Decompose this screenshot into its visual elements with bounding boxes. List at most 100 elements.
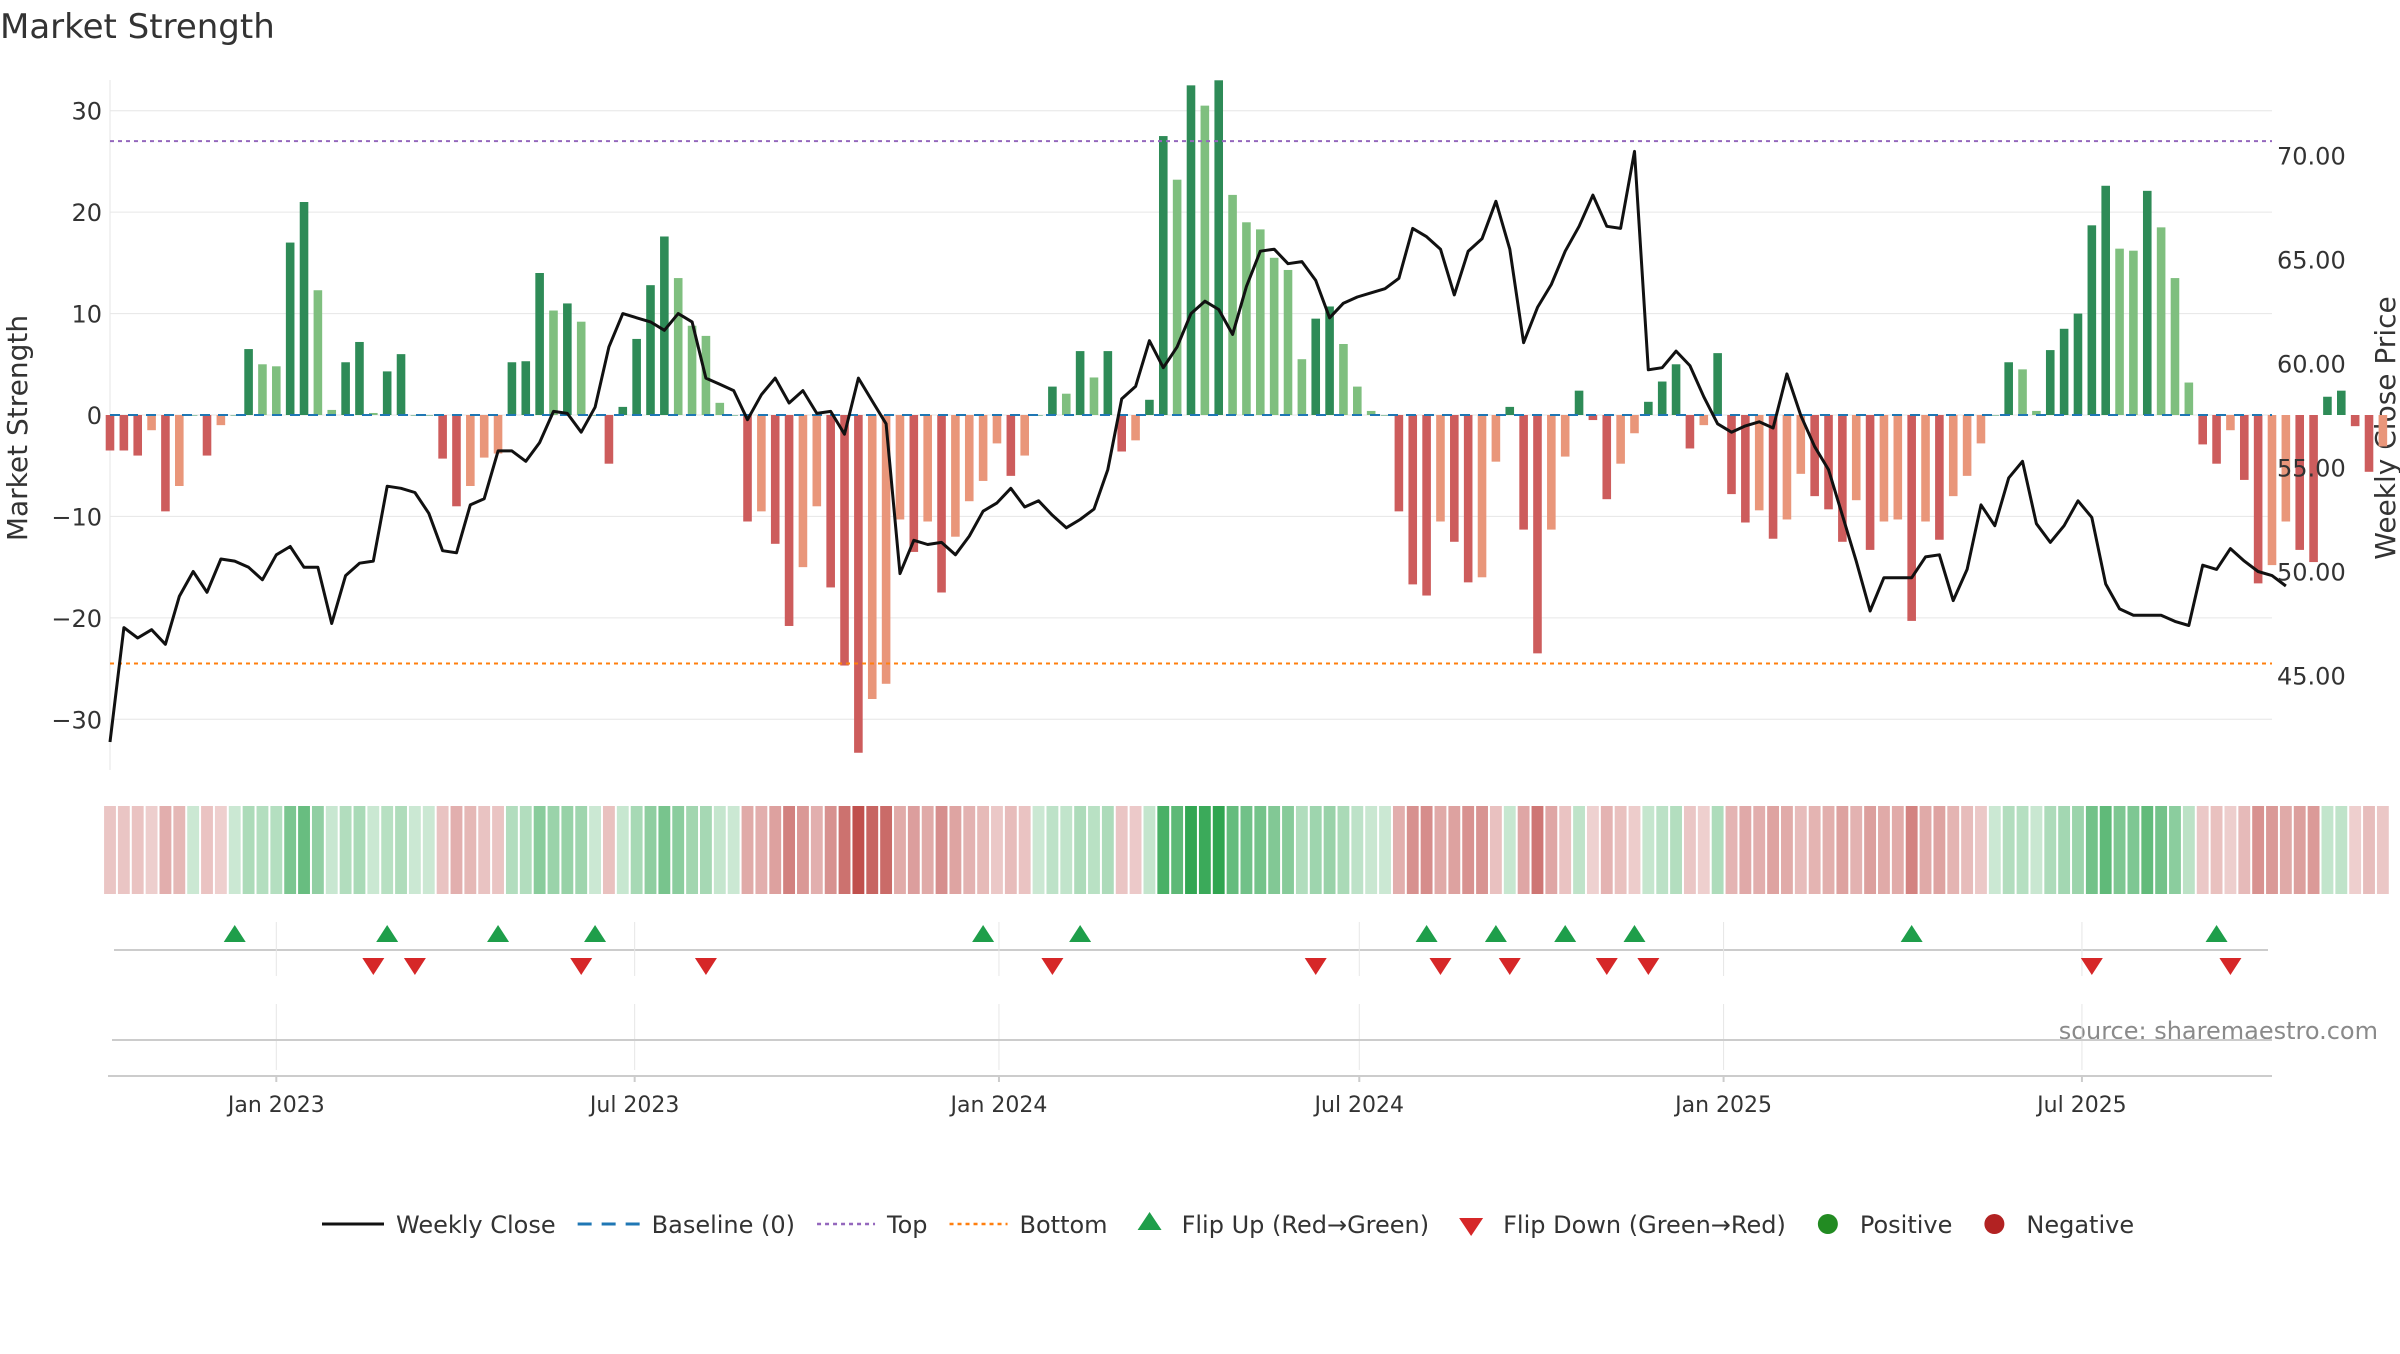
strip-cell bbox=[1683, 806, 1696, 894]
strength-bar bbox=[1935, 415, 1944, 540]
strip-cell bbox=[921, 806, 934, 894]
x-tick-label: Jul 2023 bbox=[588, 1093, 680, 1118]
strength-bar bbox=[1477, 415, 1487, 578]
strip-cell bbox=[741, 806, 754, 894]
strip-cell bbox=[1864, 806, 1877, 894]
strip-cell bbox=[1850, 806, 1863, 894]
strength-bar bbox=[2378, 415, 2388, 447]
strength-bar bbox=[1089, 377, 1099, 415]
y-left-tick-label: 30 bbox=[71, 98, 102, 126]
strip-cell bbox=[2224, 806, 2237, 894]
strength-bar bbox=[549, 310, 558, 415]
strength-bar bbox=[2184, 382, 2194, 415]
strip-cell bbox=[367, 806, 380, 894]
strength-bar bbox=[1006, 415, 1016, 476]
legend-label: Top bbox=[886, 1211, 928, 1239]
strip-cell bbox=[1961, 806, 1974, 894]
flip-up-marker bbox=[972, 925, 995, 942]
strength-bar bbox=[133, 415, 143, 456]
strip-cell bbox=[769, 806, 782, 894]
strip-cell bbox=[547, 806, 560, 894]
strip-cell bbox=[727, 806, 740, 894]
flip-up-marker bbox=[2205, 925, 2228, 942]
strip-cell bbox=[2141, 806, 2154, 894]
strength-bar bbox=[1727, 415, 1736, 495]
legend-item: Flip Up (Red→Green) bbox=[1137, 1211, 1430, 1239]
strip-cell bbox=[644, 806, 657, 894]
strip-cell bbox=[1794, 806, 1807, 894]
strength-bar bbox=[2101, 185, 2110, 415]
y-left-tick-label: 0 bbox=[87, 402, 102, 430]
strip-cell bbox=[991, 806, 1003, 894]
strip-cell bbox=[478, 806, 491, 894]
strip-cell bbox=[2335, 806, 2348, 894]
flip-down-marker bbox=[1041, 958, 1064, 975]
strength-bar bbox=[410, 415, 420, 416]
strength-bar bbox=[2059, 328, 2069, 415]
strength-bar bbox=[105, 415, 115, 451]
strength-bar bbox=[1353, 386, 1362, 415]
strength-bar bbox=[1366, 410, 1376, 415]
strip-cell bbox=[755, 806, 768, 894]
strength-bar bbox=[175, 415, 184, 486]
strip-cell bbox=[1628, 806, 1641, 894]
strength-bar bbox=[438, 415, 447, 459]
strip-cell bbox=[284, 806, 297, 894]
strip-cell bbox=[1295, 806, 1308, 894]
strip-cell bbox=[686, 806, 699, 894]
strip-cell bbox=[256, 806, 269, 894]
strip-cell bbox=[1254, 806, 1267, 894]
y-left-tick-label: 10 bbox=[71, 301, 102, 329]
strip-cell bbox=[1046, 806, 1059, 894]
strength-bar bbox=[1311, 318, 1321, 415]
strength-bar bbox=[1145, 399, 1154, 415]
strip-cell bbox=[797, 806, 809, 894]
strip-cell bbox=[1101, 806, 1114, 894]
strip-cell bbox=[1018, 806, 1031, 894]
y-left-tick-label: −20 bbox=[51, 605, 102, 633]
strength-bar bbox=[1325, 306, 1334, 415]
legend-item: Weekly Close bbox=[322, 1211, 556, 1239]
strip-cell bbox=[561, 806, 574, 894]
strength-heat-strip bbox=[104, 806, 2389, 894]
flip-down-marker bbox=[362, 958, 385, 975]
strip-cell bbox=[1711, 806, 1724, 894]
strength-bar bbox=[2129, 250, 2138, 415]
strength-bar bbox=[1075, 351, 1085, 415]
strip-cell bbox=[2238, 806, 2251, 894]
strength-bar bbox=[1533, 415, 1542, 654]
strength-bar bbox=[951, 415, 960, 537]
flip-down-marker bbox=[1595, 958, 1618, 975]
strip-cell bbox=[311, 806, 324, 894]
flip-down-marker bbox=[1304, 958, 1327, 975]
strip-cell bbox=[325, 806, 338, 894]
strength-bar bbox=[369, 412, 378, 415]
legend-item: Baseline (0) bbox=[577, 1211, 795, 1239]
legend-label: Flip Up (Red→Green) bbox=[1182, 1211, 1430, 1239]
strength-bar bbox=[964, 415, 974, 502]
strength-bar bbox=[1699, 415, 1709, 426]
strength-bar bbox=[1630, 415, 1639, 434]
strip-cell bbox=[1365, 806, 1378, 894]
strength-bar bbox=[1505, 406, 1515, 415]
strip-cell bbox=[173, 806, 186, 894]
strip-cell bbox=[159, 806, 172, 894]
strength-bar bbox=[1865, 415, 1875, 550]
flip-markers bbox=[112, 922, 2272, 1070]
y-axis-left-label: Market Strength bbox=[1, 315, 34, 541]
strength-bar bbox=[1907, 415, 1916, 621]
strength-bar bbox=[2170, 278, 2180, 415]
strip-cell bbox=[1545, 806, 1558, 894]
strip-cell bbox=[131, 806, 144, 894]
strength-bar bbox=[1796, 415, 1806, 474]
strength-bar bbox=[1380, 415, 1390, 416]
weekly-close-line bbox=[108, 149, 2287, 743]
strength-bar bbox=[2337, 390, 2346, 415]
strength-bar bbox=[576, 321, 586, 415]
strength-bar bbox=[202, 415, 212, 456]
strip-cell bbox=[1878, 806, 1890, 894]
strip-cell bbox=[450, 806, 463, 894]
strip-cell bbox=[1614, 806, 1627, 894]
strip-cell bbox=[492, 806, 504, 894]
